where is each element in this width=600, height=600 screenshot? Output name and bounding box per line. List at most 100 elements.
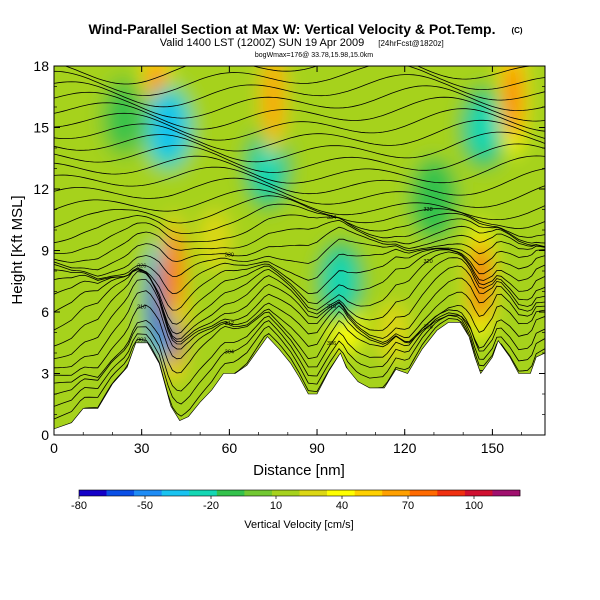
colorbar-swatch	[382, 490, 411, 496]
velocity-cell-10	[467, 97, 500, 158]
y-tick-label: 9	[41, 243, 49, 259]
contour-label: 316	[327, 304, 336, 310]
theta-contour	[54, 195, 545, 230]
colorbar-swatch	[189, 490, 218, 496]
velocity-cell-9	[471, 239, 490, 324]
colorbar-swatch	[409, 490, 438, 496]
svg-text:338: 338	[424, 207, 433, 213]
colorbar-tick-label: 70	[402, 500, 414, 512]
theta-contour	[54, 238, 545, 277]
theta-contour	[54, 304, 545, 376]
theta-contour	[54, 251, 545, 335]
theta-contour	[54, 265, 545, 347]
theta-contour	[54, 108, 545, 141]
theta-contour	[54, 85, 545, 119]
colorbar-frame	[78, 489, 521, 497]
colorbar: -80 -50 -20 10 40 70 100	[71, 489, 521, 512]
chart-subtitle: Valid 1400 LST (1200Z) SUN 19 Apr 2009	[160, 37, 364, 49]
chart-title: Wind-Parallel Section at Max W: Vertical…	[88, 21, 495, 37]
contour-label: 330	[225, 253, 234, 259]
y-tick-label: 3	[41, 366, 49, 382]
colorbar-swatch	[79, 490, 107, 496]
contour-label: 306	[327, 341, 336, 347]
y-tick-label: 12	[33, 181, 49, 197]
theta-contour	[54, 66, 545, 96]
x-tick-label: 90	[309, 440, 325, 456]
colorbar-tick-label: 10	[270, 500, 282, 512]
velocity-cell-15	[417, 169, 450, 230]
colorbar-tick-label: -80	[71, 500, 87, 512]
velocity-cell-12	[108, 87, 141, 148]
colorbar-swatch	[327, 490, 355, 496]
x-tick-label: 150	[481, 440, 505, 456]
colorbar-tick-label: 100	[465, 500, 483, 512]
x-tick-label: 60	[222, 440, 238, 456]
theta-contour	[54, 96, 545, 130]
y-tick-label: 15	[33, 120, 49, 136]
theta-contour	[54, 131, 545, 163]
colorbar-swatch	[492, 490, 521, 496]
potential-temperature-contours: 302 304 306 308 310 312 316 320 326 330 334 338	[54, 66, 545, 429]
axes: 0 30 60 90 120 150 0 3 6 9 12 15 18	[33, 58, 545, 456]
y-tick-label: 0	[41, 427, 49, 443]
colorbar-tick-label: 40	[336, 500, 348, 512]
svg-text:312: 312	[225, 321, 234, 327]
svg-text:330: 330	[225, 253, 234, 259]
contour-label: 312	[225, 321, 234, 327]
colorbar-swatch	[271, 490, 300, 496]
plot-area: 302 304 306 308 310 312 316 320 326 330 334 338	[54, 66, 545, 435]
theta-contour	[54, 203, 545, 244]
y-tick-label: 18	[33, 58, 49, 74]
chart-subtitle-small: bogWmax=176@ 33.78,15.98,15.0km	[255, 52, 373, 59]
svg-text:316: 316	[327, 304, 336, 310]
theta-contour	[54, 219, 545, 263]
colorbar-swatch	[464, 490, 493, 496]
velocity-cell-3	[152, 97, 184, 158]
colorbar-tick-label: -50	[137, 500, 153, 512]
theta-contour	[54, 143, 545, 173]
velocity-cell-8	[324, 251, 357, 312]
colorbar-swatch	[354, 490, 383, 496]
theta-contour	[54, 309, 545, 395]
contour-label: 334	[327, 215, 336, 221]
contour-label: 302	[137, 338, 146, 344]
theta-contour	[54, 214, 545, 254]
theta-contour	[54, 155, 545, 184]
y-tick-label: 6	[41, 304, 49, 320]
theta-contour	[54, 166, 545, 196]
theta-contour	[54, 74, 545, 108]
contour-label: 326	[137, 264, 146, 270]
svg-text:306: 306	[327, 341, 336, 347]
x-axis-label: Distance [nm]	[253, 462, 345, 479]
x-tick-label: 0	[50, 440, 58, 456]
y-axis-label: Height [Kft MSL]	[9, 195, 26, 304]
theta-contour	[54, 66, 545, 85]
contour-label: 308	[424, 325, 433, 331]
theta-contour	[54, 312, 545, 407]
colorbar-swatch	[134, 490, 162, 496]
svg-text:310: 310	[137, 305, 146, 311]
colorbar-swatch	[161, 490, 190, 496]
contour-label: 320	[424, 259, 433, 265]
theta-contour	[54, 177, 545, 208]
svg-text:302: 302	[137, 338, 146, 344]
contour-label: 304	[225, 350, 234, 356]
theta-contour	[54, 277, 545, 359]
contour-label: 338	[424, 207, 433, 213]
colorbar-swatch	[106, 490, 135, 496]
svg-text:326: 326	[137, 264, 146, 270]
svg-text:320: 320	[424, 259, 433, 265]
x-tick-label: 30	[134, 440, 150, 456]
theta-contour	[54, 290, 545, 369]
contour-label: 310	[137, 305, 146, 311]
chart-subtitle-extra: [24hrFcst@1820z]	[378, 39, 443, 48]
theta-contour	[54, 247, 545, 295]
x-tick-label: 120	[393, 440, 417, 456]
theta-contour	[54, 226, 545, 271]
colorbar-swatch	[244, 490, 273, 496]
theta-contour	[54, 314, 545, 420]
velocity-cell-6	[264, 66, 283, 139]
velocity-cell-13	[377, 302, 409, 363]
colorbar-label: Vertical Velocity [cm/s]	[244, 519, 353, 531]
